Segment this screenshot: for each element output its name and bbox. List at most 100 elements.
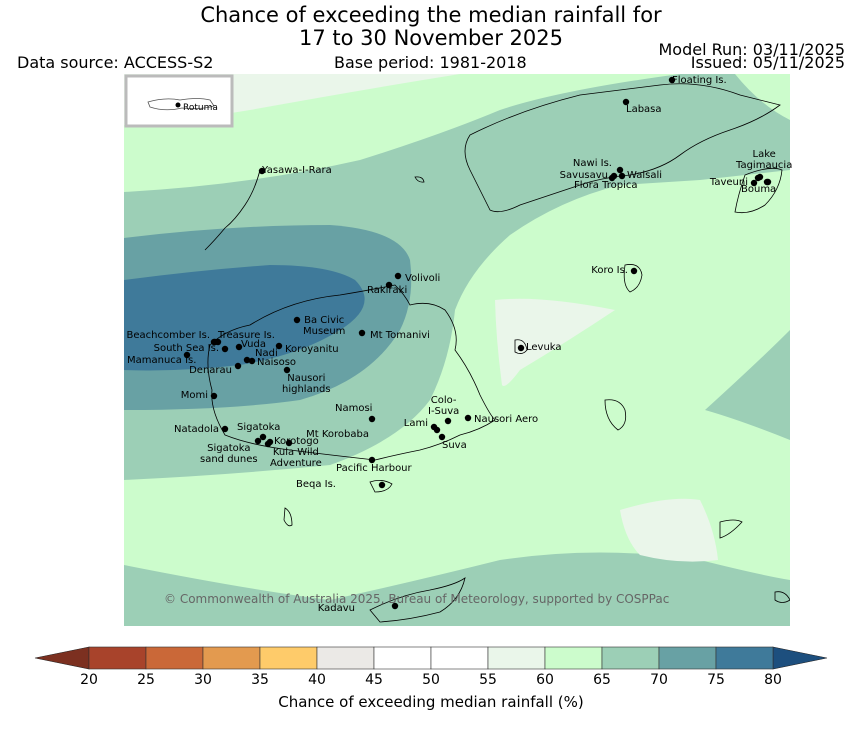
place-dot-ba-civic bbox=[293, 316, 301, 324]
place-label-nausori-highlands: Nausori highlands bbox=[282, 373, 331, 395]
chart-title-line1: Chance of exceeding the median rainfall … bbox=[200, 3, 662, 27]
base-period-label: Base period: 1981-2018 bbox=[334, 53, 527, 72]
place-dot-taveuni bbox=[750, 179, 758, 187]
place-label-namosi: Namosi bbox=[335, 403, 373, 414]
place-dot-mt-korobaba bbox=[433, 426, 441, 434]
place-label-levuka: Levuka bbox=[526, 342, 562, 353]
place-label-kula: Kula Wild Adventure bbox=[270, 447, 322, 469]
place-dot-floating-is bbox=[668, 76, 676, 84]
place-label-flora: Flora Tropica bbox=[574, 180, 638, 191]
colorbar-tick-30: 30 bbox=[194, 672, 212, 688]
place-dot-nausori-aero bbox=[464, 414, 472, 422]
place-label-momi: Momi bbox=[180, 390, 208, 401]
place-label-korotogo: Korotogo bbox=[274, 436, 319, 447]
place-label-floating-is: Floating Is. bbox=[672, 75, 727, 86]
place-label-naisoso: Naisoso bbox=[257, 357, 297, 368]
colorbar-tick-80: 80 bbox=[764, 672, 782, 688]
issued-label: Issued: 05/11/2025 bbox=[690, 53, 845, 72]
place-dot-koroyanitu bbox=[275, 342, 283, 350]
place-label-beachcomber: Beachcomber Is. bbox=[126, 330, 210, 341]
coast-koro bbox=[623, 264, 643, 293]
place-dot-sigatoka bbox=[259, 433, 267, 441]
place-dot-vuda bbox=[235, 343, 243, 351]
place-label-mt-tomanivi: Mt Tomanivi bbox=[370, 330, 430, 341]
place-dot-kula bbox=[264, 440, 272, 448]
place-label-rakiraki: Rakiraki bbox=[367, 285, 408, 296]
coastlines bbox=[204, 83, 790, 623]
colorbar-bin-10 bbox=[658, 646, 717, 670]
coast-vanua-levu bbox=[464, 83, 781, 213]
place-label-natadola: Natadola bbox=[173, 424, 219, 435]
colorbar-tick-25: 25 bbox=[137, 672, 155, 688]
colorbar-tick-40: 40 bbox=[308, 672, 326, 688]
place-dot-yasawa bbox=[258, 167, 266, 175]
place-dot-extra-0 bbox=[211, 338, 219, 346]
colorbar-bin-9 bbox=[601, 646, 660, 670]
colorbar-bin-8 bbox=[544, 646, 603, 670]
place-label-ba-civic: Ba Civic Museum bbox=[303, 315, 346, 337]
colorbar-tick-50: 50 bbox=[422, 672, 440, 688]
place-dot-labasa bbox=[622, 98, 630, 106]
coast-small-isle-1 bbox=[283, 507, 293, 527]
place-dot-extra-2 bbox=[754, 174, 762, 182]
place-label-kadavu: Kadavu bbox=[317, 603, 355, 614]
place-label-lami: Lami bbox=[403, 418, 428, 429]
colorbar-tick-65: 65 bbox=[593, 672, 611, 688]
place-dot-momi bbox=[210, 392, 218, 400]
place-dot-nadi bbox=[243, 356, 251, 364]
place-label-suva: Suva bbox=[442, 440, 467, 451]
colorbar-bin-11 bbox=[715, 646, 774, 670]
place-label-pacific-harbour: Pacific Harbour bbox=[336, 463, 412, 474]
place-dot-colo-i-suva bbox=[444, 417, 452, 425]
place-label-koro: Koro Is. bbox=[591, 265, 628, 276]
colorbar-under-arrow bbox=[34, 646, 90, 670]
place-label-sigatoka-dunes: Sigatoka sand dunes bbox=[200, 443, 258, 465]
place-dot-kadavu bbox=[391, 602, 399, 610]
place-label-koroyanitu: Koroyanitu bbox=[285, 344, 339, 355]
place-dot-volivoli bbox=[394, 272, 402, 280]
place-dot-naisoso bbox=[248, 357, 256, 365]
rotuma-inset bbox=[124, 74, 234, 128]
place-dot-beqa bbox=[378, 481, 386, 489]
data-source-label: Data source: ACCESS-S2 bbox=[17, 53, 214, 72]
inset-rotuma-label: Rotuma bbox=[183, 103, 218, 113]
colorbar-tick-55: 55 bbox=[479, 672, 497, 688]
place-label-bouma: Bouma bbox=[741, 184, 777, 195]
place-dot-nausori-highlands bbox=[283, 366, 291, 374]
place-dot-levuka bbox=[517, 344, 525, 352]
colorbar-bin-7 bbox=[487, 646, 546, 670]
chart-title-line2: 17 to 30 November 2025 bbox=[299, 26, 563, 50]
coast-ovalau bbox=[514, 339, 528, 354]
colorbar-tick-35: 35 bbox=[251, 672, 269, 688]
place-dot-south-sea bbox=[221, 345, 229, 353]
place-dot-waisali bbox=[618, 172, 626, 180]
place-dot-rakiraki bbox=[385, 281, 393, 289]
colorbar-tick-20: 20 bbox=[80, 672, 98, 688]
coast-small-isle-4 bbox=[414, 176, 425, 183]
colorbar-over-arrow bbox=[772, 646, 828, 670]
colorbar-tick-45: 45 bbox=[365, 672, 383, 688]
coast-viti-levu bbox=[207, 284, 496, 461]
shade-60-65-east bbox=[124, 170, 790, 600]
place-dot-suva bbox=[438, 433, 446, 441]
place-dot-mamanuca bbox=[183, 351, 191, 359]
coast-gau bbox=[604, 399, 627, 431]
coast-beqa bbox=[369, 480, 393, 493]
place-dot-sigatoka-dunes bbox=[254, 437, 262, 445]
place-label-yasawa: Yasawa-I-Rara bbox=[262, 165, 332, 176]
place-label-sigatoka: Sigatoka bbox=[237, 422, 281, 433]
probability-shading bbox=[124, 74, 790, 626]
place-dot-koro bbox=[630, 267, 638, 275]
place-dot-mt-tomanivi bbox=[358, 329, 366, 337]
coast-taveuni bbox=[734, 167, 783, 214]
colorbar-bin-5 bbox=[373, 646, 432, 670]
place-dot-nawi bbox=[616, 166, 624, 174]
place-dot-flora bbox=[608, 174, 616, 182]
colorbar-bin-6 bbox=[430, 646, 489, 670]
place-dot-natadola bbox=[221, 425, 229, 433]
place-label-nausori-aero: Nausori Aero bbox=[474, 414, 539, 425]
coast-small-isle-3 bbox=[774, 591, 790, 603]
colorbar-bin-0 bbox=[88, 646, 147, 670]
colorbar-tick-60: 60 bbox=[536, 672, 554, 688]
place-label-nadi: Nadi bbox=[255, 348, 278, 359]
